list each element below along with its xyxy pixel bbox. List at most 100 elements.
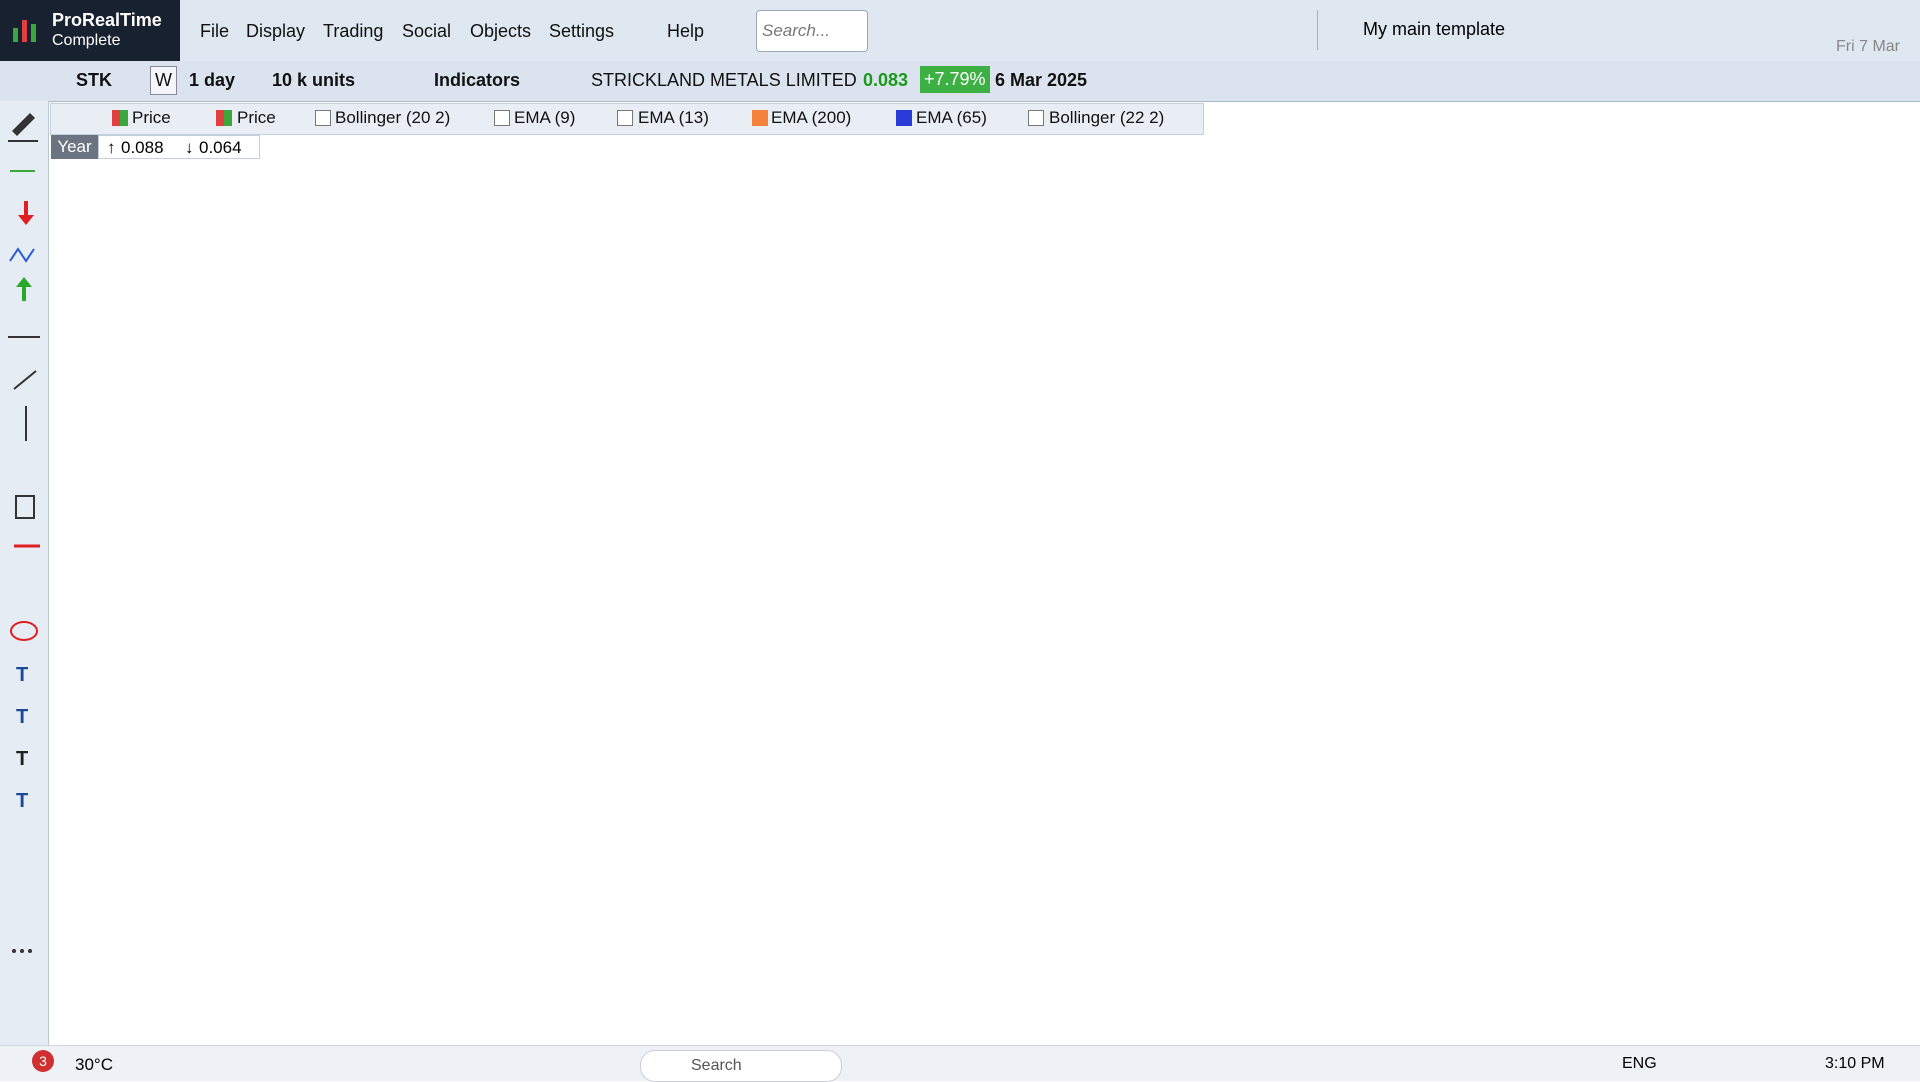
volume-panel <box>50 966 1843 1008</box>
x-tick-label: 2024 <box>1009 1018 1047 1037</box>
price-panel <box>50 101 1843 843</box>
x-tick-label: 2025 <box>1349 1018 1387 1037</box>
logo[interactable]: ProRealTime Complete <box>0 0 180 61</box>
chart: DBL bot wave c? DBL bot wave c? ProRealT… <box>0 101 1920 1037</box>
taskbar-search-text: Search <box>691 1057 742 1074</box>
price-axis <box>1843 101 1920 1008</box>
x-tick-label: Oct <box>590 1018 617 1037</box>
y-tick-label: 0.12 <box>1855 497 1888 516</box>
series-line <box>136 554 1425 700</box>
indicators-button[interactable]: Indicators <box>434 70 521 90</box>
instrument-bar: STK W 1 day 10 k units Indicators STRICK… <box>0 61 1920 102</box>
menu-item[interactable]: Display <box>246 21 306 41</box>
annotation-box[interactable] <box>1292 657 1444 697</box>
search-box[interactable]: Search... <box>756 10 868 52</box>
template-name: My main template <box>1363 19 1506 39</box>
indicator-label[interactable]: EMA (13) <box>638 108 709 127</box>
edition: Complete <box>52 32 121 49</box>
x-tick-label: Apr <box>1439 1018 1466 1037</box>
price-tag-label: 0.0769 <box>1853 620 1902 637</box>
period-button[interactable]: W <box>150 66 177 95</box>
y-tick-label: 0.14 <box>1855 446 1888 465</box>
x-tick-label: Oct <box>1609 1018 1636 1037</box>
clock[interactable]: 3:10 PM <box>1825 1055 1885 1072</box>
tool-icons: T T T T <box>8 113 40 953</box>
y-tick-label: 0.26 <box>1855 143 1888 162</box>
template-select[interactable]: My main template <box>1317 10 1528 50</box>
menu-item[interactable]: Help <box>667 21 705 41</box>
instrument-name: STRICKLAND METALS LIMITED <box>591 70 857 90</box>
price-tag-label: 0.083 <box>1853 592 1893 609</box>
source-label: ProRealTime.com - End of Day <box>54 827 289 846</box>
x-tick-label: Apr <box>1100 1018 1127 1037</box>
menu-item[interactable]: Objects <box>470 21 532 41</box>
svg-text:T: T <box>16 748 28 770</box>
indicator-label[interactable]: EMA (65) <box>916 108 987 127</box>
y-tick-label: 0.18 <box>1855 345 1888 364</box>
svg-text:T: T <box>16 706 28 728</box>
price-change: +7.79% <box>920 66 990 93</box>
x-tick-label: Oct <box>930 1018 957 1037</box>
x-tick-label: Oct <box>1269 1018 1296 1037</box>
macd-tick-label: 0.02 <box>1855 874 1888 893</box>
y-tick-label: 0.24 <box>1855 193 1888 212</box>
units[interactable]: 10 k units <box>272 70 356 90</box>
indicator-label[interactable]: Price <box>237 108 276 127</box>
year-range: ↑ 0.088 ↓ 0.064 <box>98 135 260 159</box>
taskbar-search[interactable]: Search <box>640 1050 842 1082</box>
macd-last: -0.0052 <box>1853 938 1907 955</box>
indicator-label[interactable]: EMA (9) <box>514 108 576 127</box>
price-tag <box>1849 616 1917 638</box>
x-tick-label: 2022 <box>330 1018 368 1037</box>
menu-item[interactable]: Social <box>402 21 452 41</box>
symbol[interactable]: STK <box>76 70 112 90</box>
drawing-toolbar: T T T T <box>0 101 49 1045</box>
menu-item[interactable]: File <box>200 21 230 41</box>
year-low: 0.064 <box>199 138 242 157</box>
weather-badge: 3 <box>32 1050 54 1072</box>
menu-item[interactable]: Settings <box>549 21 615 41</box>
annotation-box[interactable] <box>589 734 741 772</box>
brand: ProRealTime <box>52 10 162 30</box>
weather[interactable]: 30°C <box>75 1055 113 1074</box>
indicator-label[interactable]: EMA (200) <box>771 108 852 127</box>
macd-label[interactable]: MACD (10 22 7) <box>258 853 381 872</box>
y-tick-label: 0.16 <box>1855 395 1888 414</box>
taskbar: 3 30°C Search ENG 3:10 PM <box>0 1045 1920 1082</box>
indicator-label[interactable]: Bollinger (22 2) <box>1049 108 1165 127</box>
timeframe[interactable]: 1 day <box>189 70 236 90</box>
macd-histogram <box>49 856 1430 962</box>
last-price: 0.083 <box>863 70 909 90</box>
volume-scale: 100M <box>1853 971 1893 988</box>
macd-tick-label: -0.02 <box>1855 945 1894 964</box>
y-tick-label: 0.04 <box>1855 699 1888 718</box>
search-placeholder: Search... <box>762 21 831 40</box>
year-label: Year <box>51 135 98 159</box>
x-tick-label: Apr <box>1779 1018 1806 1037</box>
language[interactable]: ENG <box>1622 1055 1657 1072</box>
menu-bar: ProRealTime Complete File Display Tradin… <box>0 0 1920 62</box>
price-tag <box>1849 569 1917 591</box>
y-tick-label: 0.2 <box>1855 294 1879 313</box>
x-tick-label: Oct <box>250 1018 277 1037</box>
x-tick-label: 2023 <box>669 1018 707 1037</box>
drawings <box>266 293 1456 724</box>
annotation[interactable]: DBL bot wave c? <box>1300 667 1435 687</box>
indicator-label[interactable]: Bollinger (20 2) <box>335 108 451 127</box>
price-tag <box>1849 588 1917 610</box>
volume-label[interactable]: Volume <box>77 973 134 992</box>
macd-label[interactable]: MACD (60 130 45) <box>77 853 219 872</box>
menu-item[interactable]: Trading <box>323 21 384 41</box>
x-tick-label: Jul <box>168 1018 190 1037</box>
x-tick-label: 2026 <box>1688 1018 1726 1037</box>
volume-bars <box>269 975 1421 1008</box>
x-tick-label: Jul <box>508 1018 530 1037</box>
series-layer <box>50 303 1425 755</box>
price-tag-label: 0.0847 <box>1853 573 1902 590</box>
date: Fri 7 Mar <box>1836 38 1900 55</box>
indicator-label[interactable]: Price <box>132 108 171 127</box>
signal-line <box>49 869 1431 961</box>
quote-date: 6 Mar 2025 <box>995 70 1088 90</box>
annotation[interactable]: DBL bot wave c? <box>597 742 732 762</box>
